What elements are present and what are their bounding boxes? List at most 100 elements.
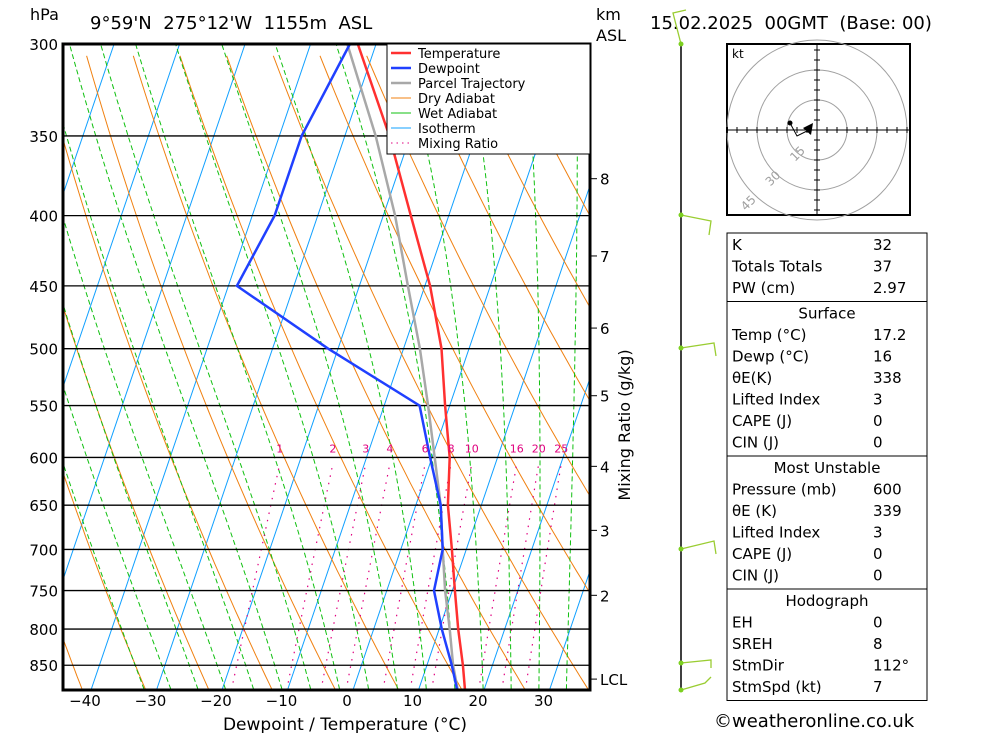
indices-box (726, 232, 928, 302)
hodograph-table-row-value: 0 (873, 614, 883, 632)
pressure-tick-label: 700 (29, 541, 58, 559)
wind-barbs (672, 9, 717, 693)
km-tick-label: 2 (600, 587, 610, 605)
wet-adiabat-line (100, 44, 312, 690)
isotherm-line (63, 44, 181, 389)
mixing-ratio-label: 2 (329, 442, 336, 455)
wind-barb-point (678, 660, 684, 666)
surface-box (726, 301, 928, 457)
wind-barb-point (678, 546, 684, 552)
hodograph-table-row-value: 112° (873, 657, 909, 675)
legend-label: Temperature (417, 47, 500, 62)
background-lines (63, 44, 1000, 690)
indices-row-value: 37 (873, 258, 892, 276)
wet-adiabat-line (274, 44, 427, 690)
mixing-ratio-label: 25 (554, 442, 568, 455)
wind-barb (680, 342, 717, 357)
isotherm-line (63, 44, 246, 582)
pressure-tick-label: 600 (29, 449, 58, 467)
legend-label: Isotherm (418, 122, 476, 137)
wet-adiabat-line (63, 215, 227, 690)
dry-adiabat-line (132, 55, 400, 690)
isotherm-line (483, 376, 590, 690)
isotherm-line (90, 44, 312, 690)
dry-adiabat-line (459, 55, 590, 309)
wet-adiabat-line (63, 302, 199, 690)
km-tick-label: LCL (600, 671, 628, 689)
dry-adiabat-line (63, 304, 210, 690)
wind-barb-point (678, 687, 684, 693)
mixing-ratio-label: 6 (422, 442, 429, 455)
km-tick-label: 4 (600, 458, 610, 476)
pressure-tick-label: 450 (29, 278, 58, 296)
pressure-tick-label: 550 (29, 398, 58, 416)
wet-adiabat-line (135, 44, 341, 690)
mixing-ratio-line (524, 463, 562, 690)
wet-adiabat-line (175, 44, 370, 690)
most-unstable-row-label: CIN (J) (732, 567, 779, 585)
mixing-ratio-line (382, 463, 426, 690)
dry-adiabat-line (179, 55, 463, 690)
surface-title: Surface (798, 305, 855, 323)
hodograph-table-row-label: EH (732, 614, 753, 632)
indices-row-label: K (732, 236, 743, 254)
surface-row-value: 3 (873, 391, 883, 409)
dry-adiabat-line (226, 55, 526, 690)
pressure-tick-label: 500 (29, 341, 58, 359)
most-unstable-row-label: Pressure (mb) (732, 481, 837, 499)
legend-label: Parcel Trajectory (418, 77, 526, 92)
pressure-tick-label: 750 (29, 583, 58, 601)
wet-adiabat-line (335, 44, 456, 690)
surface-row-label: CAPE (J) (732, 412, 792, 430)
mixing-ratio-label: 1 (276, 442, 283, 455)
parcel-trajectory-line (346, 44, 460, 690)
surface-row-value: 0 (873, 434, 883, 452)
surface-row-label: CIN (J) (732, 434, 779, 452)
most-unstable-title: Most Unstable (774, 459, 881, 477)
wind-barb-point (678, 345, 684, 351)
hodograph-table-box (726, 588, 928, 701)
surface-row-label: Lifted Index (732, 391, 820, 409)
dry-adiabat-line (86, 55, 336, 690)
x-axis-label: Dewpoint / Temperature (°C) (223, 715, 467, 733)
isotherm-line (156, 44, 377, 690)
x-tick-label: −30 (135, 692, 167, 710)
indices-row-value: 2.97 (873, 279, 906, 297)
hodograph-table-row-label: StmDir (732, 657, 785, 675)
storm-motion-marker (803, 123, 813, 135)
wet-adiabat-line (63, 121, 255, 690)
mixing-ratio-label: 16 (510, 442, 524, 455)
most-unstable-row-label: Lifted Index (732, 524, 820, 542)
surface-row-value: 0 (873, 412, 883, 430)
temperature-line (356, 44, 467, 690)
km-tick-label: 7 (600, 248, 610, 266)
datetime-title: 15.02.2025 00GMT (Base: 00) (650, 13, 932, 34)
dry-adiabat-line (927, 56, 1000, 690)
hodograph-table-row-value: 8 (873, 635, 883, 653)
axes: 1 2 3 4 6 8 10 16 20 2530035040045050055060065070… (29, 36, 627, 710)
pressure-tick-label: 350 (29, 128, 58, 146)
wet-adiabat-line (63, 461, 145, 690)
pressure-tick-label: 650 (29, 497, 58, 515)
surface-row-label: Temp (°C) (731, 326, 806, 344)
isotherm-line (549, 569, 590, 690)
hodograph-table-row-label: StmSpd (kt) (732, 678, 822, 696)
legend-label: Dry Adiabat (418, 92, 495, 107)
mixing-ratio-line (320, 463, 367, 690)
wind-barb (680, 540, 717, 555)
wind-barb (680, 676, 712, 691)
most-unstable-row-value: 339 (873, 502, 902, 520)
dry-adiabat-line (319, 55, 590, 594)
hodograph-unit: kt (732, 47, 744, 61)
pressure-tick-label: 300 (29, 36, 58, 54)
wind-barb-point (678, 41, 684, 47)
indices-row-label: Totals Totals (731, 258, 823, 276)
km-tick-label: 6 (600, 320, 610, 338)
surface-row-value: 338 (873, 369, 902, 387)
wet-adiabat-line (221, 44, 398, 690)
mixing-ratio-axis-label: Mixing Ratio (g/kg) (615, 349, 634, 500)
mixing-ratio-label: 20 (532, 442, 546, 455)
